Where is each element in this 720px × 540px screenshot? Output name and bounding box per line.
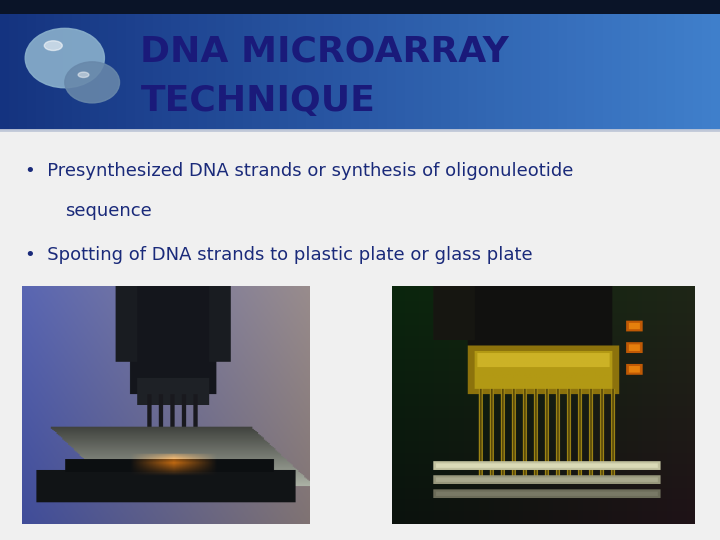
Bar (549, 14, 558, 130)
Bar (432, 14, 441, 130)
Bar (54, 14, 63, 130)
Bar (684, 14, 693, 130)
Bar (666, 14, 675, 130)
Bar (0, 130, 720, 540)
Bar (576, 14, 585, 130)
Bar (261, 14, 270, 130)
Bar (0, 14, 9, 130)
Bar (207, 14, 216, 130)
Bar (585, 14, 594, 130)
Bar (198, 14, 207, 130)
Bar (711, 14, 720, 130)
Bar (315, 14, 324, 130)
Bar (495, 14, 504, 130)
Bar (513, 14, 522, 130)
Bar (423, 14, 432, 130)
Text: TECHNIQUE: TECHNIQUE (140, 84, 375, 118)
Bar (324, 14, 333, 130)
Bar (225, 14, 234, 130)
Bar (27, 14, 36, 130)
Bar (126, 14, 135, 130)
Bar (153, 14, 162, 130)
Bar (81, 14, 90, 130)
Bar (621, 14, 630, 130)
Bar (441, 14, 450, 130)
Circle shape (65, 62, 120, 103)
Bar (675, 14, 684, 130)
Bar (387, 14, 396, 130)
Bar (378, 14, 387, 130)
Bar (180, 14, 189, 130)
Bar (558, 14, 567, 130)
Bar (171, 14, 180, 130)
Bar (234, 14, 243, 130)
Text: DNA MICROARRAY: DNA MICROARRAY (140, 35, 509, 69)
Bar (18, 14, 27, 130)
Bar (45, 14, 54, 130)
Bar (135, 14, 144, 130)
Bar (306, 14, 315, 130)
Text: •  Presynthesized DNA strands or synthesis of oligonuleotide: • Presynthesized DNA strands or synthesi… (25, 162, 574, 180)
Bar (351, 14, 360, 130)
Bar (630, 14, 639, 130)
Bar (603, 14, 612, 130)
Bar (9, 14, 18, 130)
Bar (162, 14, 171, 130)
Bar (360, 14, 369, 130)
Bar (414, 14, 423, 130)
Bar (639, 14, 648, 130)
Bar (468, 14, 477, 130)
Bar (405, 14, 414, 130)
Bar (36, 14, 45, 130)
Bar (144, 14, 153, 130)
Ellipse shape (44, 40, 63, 51)
Circle shape (25, 28, 104, 87)
Bar (657, 14, 666, 130)
Bar (648, 14, 657, 130)
Bar (369, 14, 378, 130)
Bar (504, 14, 513, 130)
Bar (297, 14, 306, 130)
Bar (693, 14, 702, 130)
Bar (63, 14, 72, 130)
Bar (612, 14, 621, 130)
Bar (522, 14, 531, 130)
Bar (288, 14, 297, 130)
Ellipse shape (78, 72, 89, 77)
Bar (108, 14, 117, 130)
Bar (477, 14, 486, 130)
Bar (216, 14, 225, 130)
Bar (486, 14, 495, 130)
Bar (396, 14, 405, 130)
Bar (90, 14, 99, 130)
Bar (72, 14, 81, 130)
Bar (459, 14, 468, 130)
Bar (567, 14, 576, 130)
Text: sequence: sequence (65, 202, 151, 220)
Bar (189, 14, 198, 130)
Bar (243, 14, 252, 130)
Bar (279, 14, 288, 130)
Bar (594, 14, 603, 130)
Bar (117, 14, 126, 130)
Bar (270, 14, 279, 130)
Bar (450, 14, 459, 130)
Bar (540, 14, 549, 130)
Bar (99, 14, 108, 130)
Bar (252, 14, 261, 130)
Bar (342, 14, 351, 130)
Bar (333, 14, 342, 130)
Bar (0, 0, 720, 14)
Bar (702, 14, 711, 130)
Bar (531, 14, 540, 130)
Text: •  Spotting of DNA strands to plastic plate or glass plate: • Spotting of DNA strands to plastic pla… (25, 246, 533, 264)
